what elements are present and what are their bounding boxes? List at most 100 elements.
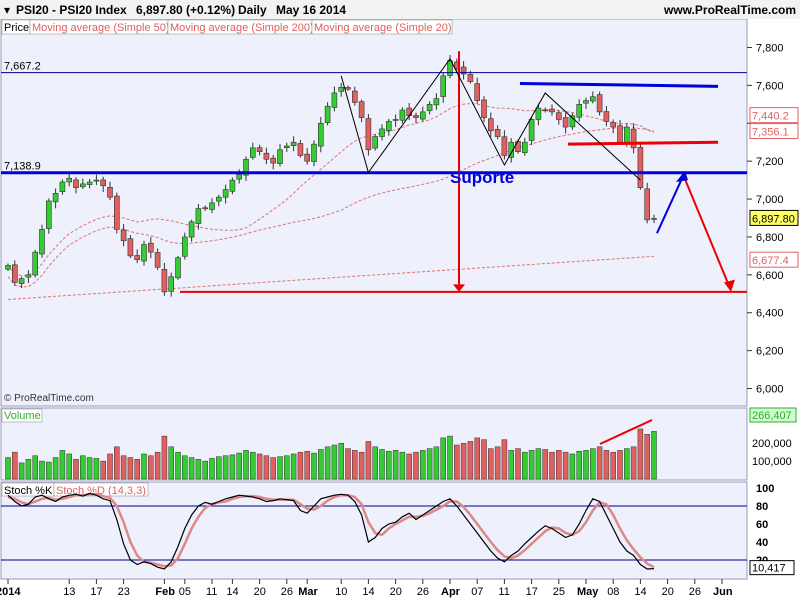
candle-body [290,141,297,146]
drawings-layer [1,51,747,445]
candle-body [474,83,481,101]
candle-body [623,126,630,143]
volume-bar [154,451,161,480]
volume-bar [168,446,174,480]
ma200-line [7,255,655,300]
price-tag: 7,356.1 [752,127,789,139]
candle-body [161,269,168,293]
x-tick-label: 25 [553,586,565,598]
volume-bar [202,460,208,480]
volume-bar [324,446,331,480]
candle-body [385,121,392,131]
candle-body [209,202,215,210]
volume-bar [454,444,460,480]
candle-body [18,278,25,284]
volume-bar [467,441,474,480]
volume-bar [610,451,616,480]
candle-body [528,119,535,141]
candle-body [576,104,583,118]
volume-bar [243,450,249,480]
x-tick-label: 14 [362,586,374,598]
volume-bar [556,450,562,480]
volume-bar [161,435,168,480]
x-tick-label: 13 [63,586,75,598]
stoch-k-line [7,492,655,570]
volume-bar [644,434,650,480]
candle-body [467,74,474,82]
volume-bar [182,455,188,480]
candle-body [304,153,311,162]
x-tick-label: 08 [607,586,619,598]
price-tick-label: 6,800 [756,232,784,244]
stoch-tag: 10,417 [752,563,786,575]
legend-ma50: Moving average (Simple 50) [32,22,170,34]
volume-bar [141,453,147,480]
candle-body [311,143,317,162]
volume-bar [66,453,72,480]
candle-body [426,104,433,112]
legend-volume: Volume [4,410,41,422]
header-quote: 6,897.80 (+0.12%) [136,3,235,17]
candle-body [229,179,236,192]
volume-tick-label: 100,000 [752,456,792,468]
volume-bar [515,448,521,480]
legend-ma20: Moving average (Simple 20) [314,22,452,34]
x-tick-label: 17 [526,586,538,598]
candle-body [39,229,45,255]
volume-bar [12,451,18,480]
price-tag: 6,677.4 [752,255,789,267]
price-tag-box [749,209,799,226]
candle-body [549,108,555,113]
volume-bar [127,457,134,480]
candle-body [141,244,147,262]
volume-bar [256,453,263,480]
watermark: © ProRealTime.com [4,393,94,404]
price-tick-label: 7,600 [756,80,784,92]
price-tick-label: 7,000 [756,194,784,206]
volume-bar [542,449,548,480]
price-tick-label: 6,200 [756,346,784,358]
candle-body [12,264,18,283]
volume-bar [46,461,52,480]
x-tick-label: 20 [662,586,674,598]
volume-bar [216,456,222,480]
price-tick-label: 7,800 [756,42,784,54]
candle-body [59,181,66,192]
volume-bar [209,458,215,480]
drop-arrowhead [724,279,735,292]
stoch-d-line [7,493,655,569]
x-tick-label: Mar [298,586,318,598]
volume-bar [460,442,467,480]
candle-body [182,236,188,257]
volume-bar [406,453,412,480]
volume-bar [508,450,514,480]
annotation-suporte: Suporte [450,168,514,187]
level-label: 7,667.2 [4,61,41,73]
volume-bar [345,448,351,480]
candle-body [270,157,277,164]
volume-bar [73,459,79,480]
volume-bar [630,446,637,480]
volume-bar [175,451,181,480]
candle-body [297,143,304,156]
volume-tag: 266,407 [752,410,792,422]
x-tick-label: 23 [118,586,130,598]
volume-bar [426,448,433,480]
x-tick-label: 26 [281,586,293,598]
candle-body [66,177,72,183]
candle-body [433,98,440,106]
volume-bar [372,446,378,480]
stoch-tick-label: 100 [756,483,774,495]
volume-bar [433,446,440,480]
header-site: www.ProRealTime.com [663,3,796,17]
volume-bar [590,448,596,480]
candle-body [243,158,249,176]
candle-body [501,136,508,156]
candle-body [535,107,542,120]
candle-body [32,251,39,276]
legend-volume-box[interactable] [1,408,43,423]
x-tick-label: 20 [254,586,266,598]
legend-ma20-box[interactable] [311,19,453,35]
volume-bar [637,428,644,480]
